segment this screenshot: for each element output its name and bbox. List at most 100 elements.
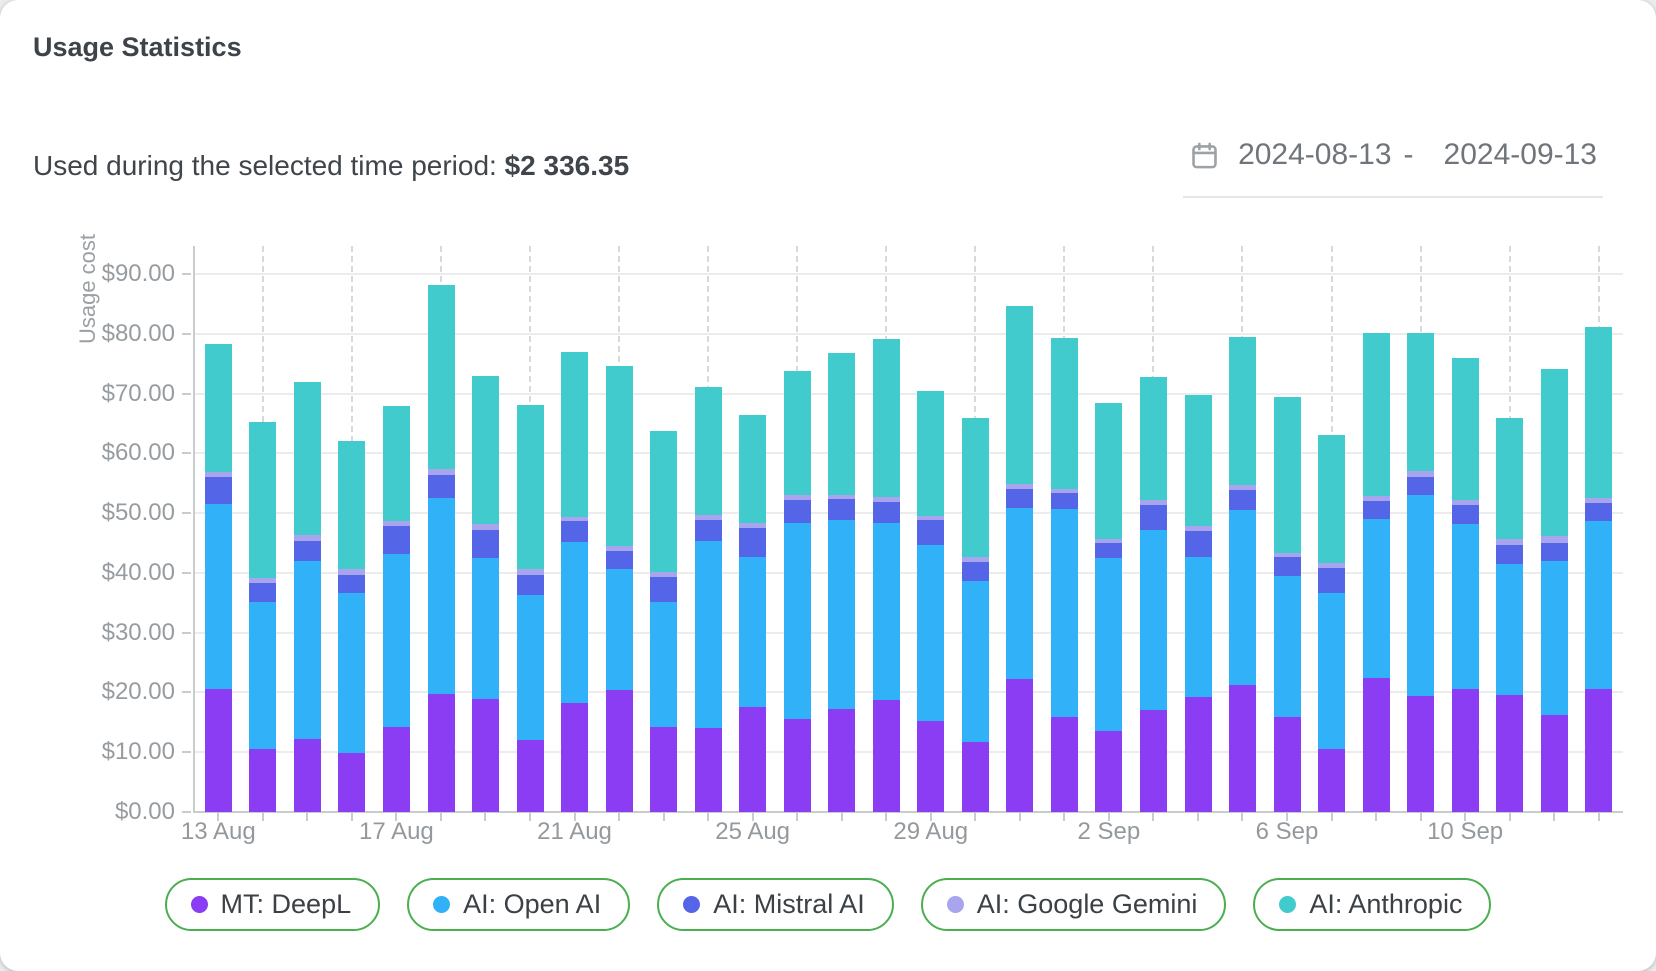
segment-ai-open-ai[interactable] — [694, 540, 722, 729]
segment-ai-google-gemini[interactable] — [1407, 471, 1435, 478]
segment-ai-mistral-ai[interactable] — [605, 550, 633, 570]
segment-ai-anthropic[interactable] — [783, 370, 811, 496]
bar-25-aug[interactable] — [739, 415, 767, 812]
segment-ai-anthropic[interactable] — [1139, 377, 1167, 500]
segment-mt-deepl[interactable] — [1407, 696, 1435, 812]
segment-mt-deepl[interactable] — [204, 689, 232, 812]
segment-ai-anthropic[interactable] — [427, 284, 455, 470]
segment-ai-open-ai[interactable] — [382, 553, 410, 727]
segment-ai-anthropic[interactable] — [1050, 338, 1078, 490]
segment-ai-mistral-ai[interactable] — [1139, 504, 1167, 531]
date-range-end[interactable]: 2024-09-13 — [1443, 138, 1597, 171]
legend-item-ai-google-gemini[interactable]: AI: Google Gemini — [920, 878, 1227, 931]
segment-ai-open-ai[interactable] — [917, 545, 945, 722]
bar-2-sep[interactable] — [1095, 402, 1123, 813]
bar-31-aug[interactable] — [1006, 305, 1034, 812]
segment-mt-deepl[interactable] — [961, 742, 989, 812]
segment-ai-open-ai[interactable] — [338, 592, 366, 753]
segment-ai-google-gemini[interactable] — [694, 514, 722, 520]
segment-ai-google-gemini[interactable] — [1050, 489, 1078, 494]
segment-ai-anthropic[interactable] — [1407, 332, 1435, 472]
segment-ai-anthropic[interactable] — [1585, 326, 1613, 498]
segment-ai-anthropic[interactable] — [1451, 358, 1479, 500]
segment-ai-google-gemini[interactable] — [961, 557, 989, 563]
segment-ai-anthropic[interactable] — [650, 430, 678, 572]
segment-ai-google-gemini[interactable] — [917, 516, 945, 521]
segment-mt-deepl[interactable] — [1451, 689, 1479, 812]
bar-11-sep[interactable] — [1496, 418, 1524, 812]
segment-ai-google-gemini[interactable] — [739, 523, 767, 529]
segment-ai-google-gemini[interactable] — [1451, 499, 1479, 506]
segment-ai-mistral-ai[interactable] — [694, 519, 722, 541]
segment-ai-open-ai[interactable] — [1318, 592, 1345, 749]
bar-13-aug[interactable] — [204, 343, 232, 812]
segment-ai-anthropic[interactable] — [739, 415, 767, 524]
segment-mt-deepl[interactable] — [1496, 695, 1524, 812]
segment-ai-mistral-ai[interactable] — [293, 540, 321, 561]
segment-ai-anthropic[interactable] — [1318, 435, 1345, 564]
legend-item-ai-open-ai[interactable]: AI: Open AI — [407, 878, 631, 931]
bar-18-aug[interactable] — [427, 284, 455, 812]
segment-ai-anthropic[interactable] — [561, 352, 588, 518]
segment-ai-mistral-ai[interactable] — [338, 575, 366, 593]
segment-ai-anthropic[interactable] — [338, 440, 366, 570]
bar-3-sep[interactable] — [1139, 377, 1167, 812]
segment-ai-anthropic[interactable] — [1229, 337, 1256, 486]
segment-mt-deepl[interactable] — [1273, 717, 1301, 812]
segment-ai-anthropic[interactable] — [1273, 397, 1301, 554]
segment-ai-google-gemini[interactable] — [1318, 563, 1345, 569]
segment-ai-anthropic[interactable] — [293, 382, 321, 535]
bar-26-aug[interactable] — [783, 370, 811, 812]
segment-ai-open-ai[interactable] — [650, 602, 678, 728]
segment-ai-open-ai[interactable] — [1451, 524, 1479, 690]
segment-ai-google-gemini[interactable] — [249, 577, 277, 584]
segment-ai-google-gemini[interactable] — [1095, 538, 1123, 543]
segment-ai-google-gemini[interactable] — [338, 569, 366, 576]
segment-ai-anthropic[interactable] — [917, 391, 945, 517]
date-range-start[interactable]: 2024-08-13 — [1238, 138, 1392, 171]
segment-ai-mistral-ai[interactable] — [1496, 545, 1524, 564]
segment-mt-deepl[interactable] — [472, 698, 499, 812]
segment-ai-anthropic[interactable] — [1362, 332, 1390, 497]
legend-item-ai-mistral-ai[interactable]: AI: Mistral AI — [657, 878, 894, 931]
segment-ai-mistral-ai[interactable] — [1184, 531, 1212, 558]
segment-ai-google-gemini[interactable] — [1273, 553, 1301, 558]
segment-ai-google-gemini[interactable] — [1585, 497, 1613, 503]
segment-mt-deepl[interactable] — [1184, 696, 1212, 812]
bar-10-sep[interactable] — [1451, 358, 1479, 812]
segment-mt-deepl[interactable] — [561, 703, 588, 812]
segment-ai-mistral-ai[interactable] — [1318, 568, 1345, 593]
bar-21-aug[interactable] — [561, 352, 588, 812]
segment-ai-google-gemini[interactable] — [204, 472, 232, 478]
segment-ai-open-ai[interactable] — [783, 522, 811, 720]
segment-mt-deepl[interactable] — [1006, 678, 1034, 812]
segment-ai-mistral-ai[interactable] — [561, 520, 588, 542]
segment-mt-deepl[interactable] — [1540, 715, 1568, 812]
segment-mt-deepl[interactable] — [605, 690, 633, 812]
segment-ai-mistral-ai[interactable] — [1050, 493, 1078, 509]
segment-ai-google-gemini[interactable] — [427, 469, 455, 476]
segment-ai-anthropic[interactable] — [961, 418, 989, 558]
segment-ai-open-ai[interactable] — [605, 569, 633, 691]
segment-mt-deepl[interactable] — [739, 707, 767, 812]
segment-mt-deepl[interactable] — [338, 752, 366, 812]
segment-ai-anthropic[interactable] — [1095, 402, 1123, 539]
segment-mt-deepl[interactable] — [249, 748, 277, 812]
segment-ai-mistral-ai[interactable] — [1006, 488, 1034, 508]
segment-ai-open-ai[interactable] — [427, 497, 455, 694]
bar-15-aug[interactable] — [293, 382, 321, 812]
segment-ai-anthropic[interactable] — [1006, 305, 1034, 484]
segment-ai-mistral-ai[interactable] — [739, 528, 767, 557]
bar-23-aug[interactable] — [650, 430, 678, 812]
date-range-picker[interactable]: 2024-08-13 - 2024-09-13 — [1183, 138, 1603, 198]
segment-mt-deepl[interactable] — [516, 740, 544, 812]
bar-12-sep[interactable] — [1540, 369, 1568, 812]
segment-ai-anthropic[interactable] — [1496, 418, 1524, 539]
segment-ai-anthropic[interactable] — [516, 404, 544, 569]
segment-ai-open-ai[interactable] — [1362, 519, 1390, 679]
legend-item-ai-anthropic[interactable]: AI: Anthropic — [1253, 878, 1492, 931]
segment-ai-mistral-ai[interactable] — [249, 583, 277, 603]
bar-1-sep[interactable] — [1050, 338, 1078, 812]
bar-4-sep[interactable] — [1184, 394, 1212, 812]
segment-ai-open-ai[interactable] — [1496, 563, 1524, 696]
